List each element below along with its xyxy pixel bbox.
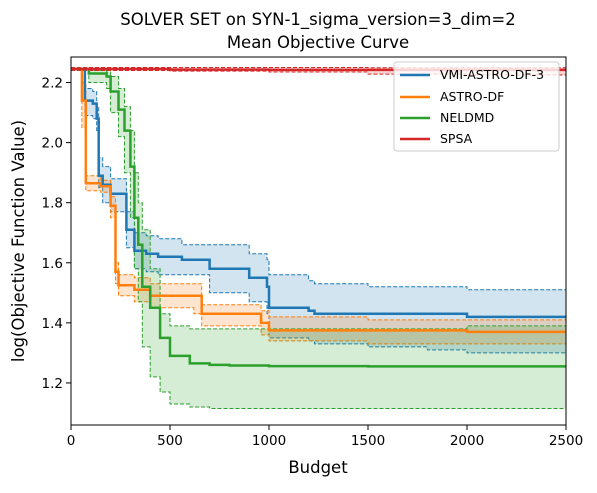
y-axis-label: log(Objective Function Value) xyxy=(9,120,28,362)
chart-subtitle: Mean Objective Curve xyxy=(227,33,409,52)
y-tick-label: 2.0 xyxy=(42,136,63,152)
y-tick-label: 2.2 xyxy=(42,76,63,92)
x-tick-label: 1000 xyxy=(252,433,286,449)
y-tick-label: 1.6 xyxy=(42,256,63,272)
legend: VMI-ASTRO-DF-3 ASTRO-DF NELDMD SPSA xyxy=(394,62,559,151)
y-tick-label: 1.2 xyxy=(42,376,63,392)
y-tick-label: 1.8 xyxy=(42,196,63,212)
legend-label-spsa: SPSA xyxy=(440,131,473,146)
x-tick-label: 500 xyxy=(157,433,183,449)
legend-label-astro-df: ASTRO-DF xyxy=(440,89,504,104)
y-tick-label: 1.4 xyxy=(42,316,63,332)
legend-label-vmi-astro-df-3: VMI-ASTRO-DF-3 xyxy=(440,67,544,82)
x-tick-label: 2500 xyxy=(549,433,583,449)
x-tick-label: 2000 xyxy=(450,433,484,449)
x-axis-label: Budget xyxy=(288,458,348,477)
x-tick-label: 1500 xyxy=(351,433,385,449)
chart-title: SOLVER SET on SYN-1_sigma_version=3_dim=… xyxy=(120,10,515,30)
x-tick-label: 0 xyxy=(67,433,76,449)
legend-label-neldmd: NELDMD xyxy=(440,110,494,125)
